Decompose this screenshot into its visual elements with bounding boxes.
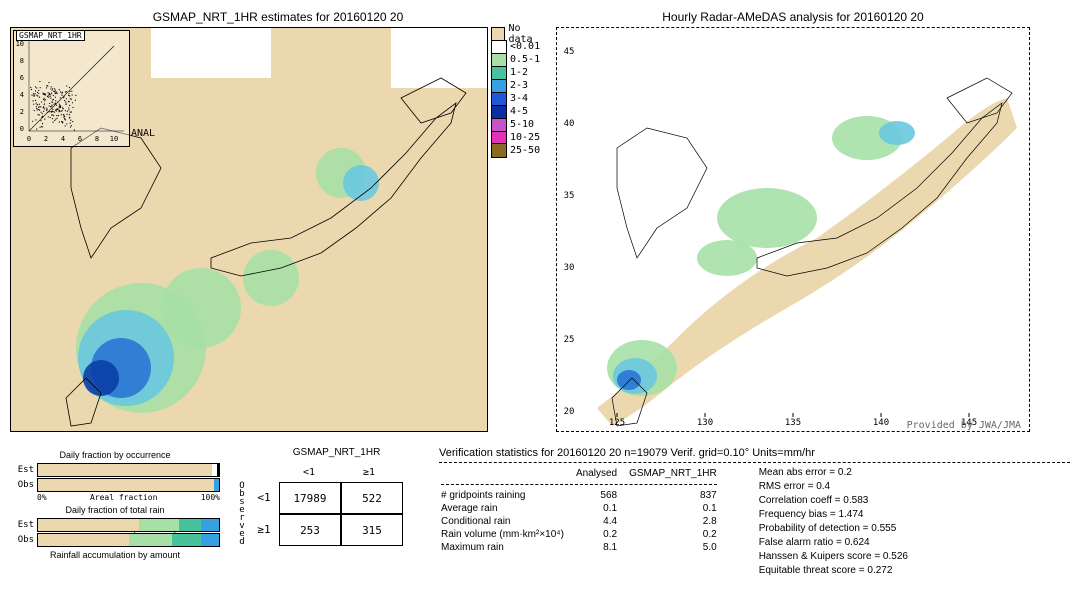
svg-text:40: 40 [564,119,575,129]
svg-text:10: 10 [16,40,24,48]
metric-row: Probability of detection = 0.555 [759,522,908,536]
svg-text:4: 4 [20,91,24,99]
metric-row: False alarm ratio = 0.624 [759,536,908,550]
svg-text:35: 35 [564,191,575,201]
bar-row: Obs [10,478,220,492]
stats-row: Maximum rain8.15.0 [441,542,727,553]
stats-title: Verification statistics for 20160120 20 … [439,447,1070,459]
bottom-row: Daily fraction by occurrence EstObs 0% A… [10,447,1070,578]
svg-text:135: 135 [785,418,801,428]
metric-row: Mean abs error = 0.2 [759,466,908,480]
left-map-title: GSMAP_NRT_1HR estimates for 20160120 20 [10,10,546,24]
inset-scatter: GSMAP_NRT_1HR 00224466881010 [13,30,130,147]
svg-text:45: 45 [564,47,575,57]
bar-row: Est [10,518,220,532]
svg-text:0: 0 [20,125,24,133]
stats-section: Verification statistics for 20160120 20 … [439,447,1070,578]
stats-row: Conditional rain4.42.8 [441,516,727,527]
svg-text:6: 6 [78,135,82,143]
ct-col-1: ≥1 [339,462,399,482]
color-legend: No data<0.010.5-11-22-33-44-55-1010-2525… [491,27,546,432]
observed-label: Observed [235,447,249,578]
svg-text:140: 140 [873,418,889,428]
legend-item: 4-5 [491,105,546,118]
metric-row: Frequency bias = 1.474 [759,508,908,522]
legend-item: 2-3 [491,79,546,92]
svg-text:2: 2 [20,108,24,116]
stats-row: Average rain0.10.1 [441,503,727,514]
legend-item: <0.01 [491,40,546,53]
legend-item: 25-50 [491,144,546,157]
bars-section: Daily fraction by occurrence EstObs 0% A… [10,447,220,578]
ct-00: 17989 [279,482,341,514]
legend-item: 3-4 [491,92,546,105]
ct-11: 315 [341,514,403,546]
legend-item: 5-10 [491,118,546,131]
metric-row: RMS error = 0.4 [759,480,908,494]
anal-label: ANAL [131,128,155,139]
svg-text:10: 10 [110,135,118,143]
ct-10: 253 [279,514,341,546]
svg-text:6: 6 [20,74,24,82]
metric-row: Correlation coeff = 0.583 [759,494,908,508]
legend-item: 1-2 [491,66,546,79]
svg-text:125: 125 [609,418,625,428]
right-map: 125130135140145202530354045Provided by J… [556,27,1030,432]
right-map-panel: Hourly Radar-AMeDAS analysis for 2016012… [556,10,1030,432]
svg-text:8: 8 [95,135,99,143]
metric-row: Hanssen & Kuipers score = 0.526 [759,550,908,564]
stats-row: # gridpoints raining568837 [441,490,727,501]
bar-row: Est [10,463,220,477]
left-map-panel: GSMAP_NRT_1HR estimates for 20160120 20 … [10,10,546,432]
legend-item: No data [491,27,546,40]
stats-row: Rain volume (mm·km²×10⁴)0.20.2 [441,529,727,540]
accum-title: Rainfall accumulation by amount [10,550,220,560]
ct-01: 522 [341,482,403,514]
maps-row: GSMAP_NRT_1HR estimates for 20160120 20 … [10,10,1070,432]
metric-row: Equitable threat score = 0.272 [759,564,908,578]
right-map-svg: 125130135140145202530354045Provided by J… [557,28,1029,431]
ct-col-0: <1 [279,462,339,482]
svg-text:25: 25 [564,335,575,345]
tot-title: Daily fraction of total rain [10,505,220,515]
legend-item: 0.5-1 [491,53,546,66]
svg-text:4: 4 [61,135,65,143]
inset-svg: 00 2 2 4 4 6 6 8 8 10 10 [14,31,129,146]
svg-text:20: 20 [564,407,575,417]
ct-title: GSMAP_NRT_1HR [249,447,424,458]
stats-metrics: Mean abs error = 0.2RMS error = 0.4Corre… [759,466,908,578]
svg-text:30: 30 [564,263,575,273]
stats-table: AnalysedGSMAP_NRT_1HR # gridpoints raini… [439,466,729,555]
contingency-section: Observed GSMAP_NRT_1HR <1 ≥1 <1 17989 52… [235,447,424,578]
occ-title: Daily fraction by occurrence [10,450,220,460]
svg-text:8: 8 [20,57,24,65]
right-map-title: Hourly Radar-AMeDAS analysis for 2016012… [556,10,1030,24]
svg-text:2: 2 [44,135,48,143]
svg-text:130: 130 [697,418,713,428]
svg-text:Provided by JWA/JMA: Provided by JWA/JMA [907,420,1021,431]
left-map: GSMAP_NRT_1HR 00224466881010 ANAL [10,27,488,432]
svg-text:0: 0 [27,135,31,143]
bar-row: Obs [10,533,220,547]
